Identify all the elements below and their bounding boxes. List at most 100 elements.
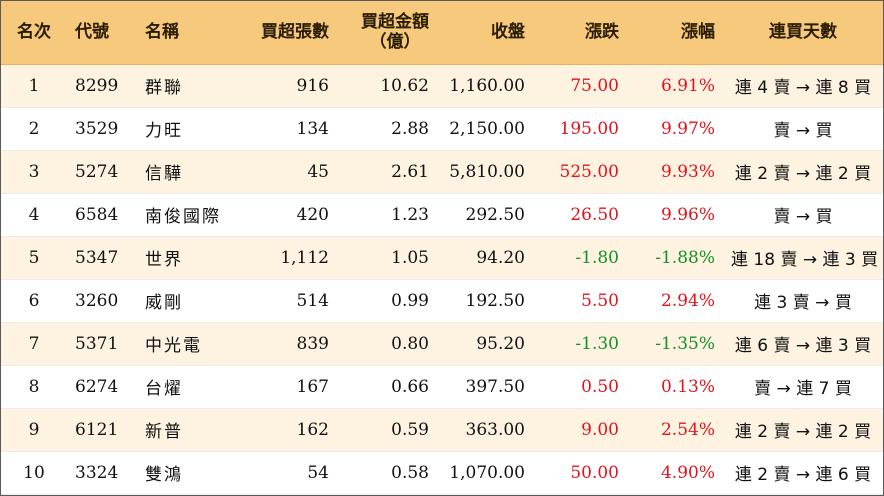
header-change: 漲跌 <box>533 1 627 65</box>
cell-amount: 2.61 <box>337 150 437 194</box>
cell-lots: 162 <box>247 408 337 452</box>
cell-pct: -1.35% <box>627 322 723 366</box>
cell-days: 連 2 賣 → 連 2 買 <box>723 408 883 452</box>
header-rank: 名次 <box>1 1 67 65</box>
cell-code: 3260 <box>67 279 137 323</box>
cell-code: 6584 <box>67 193 137 237</box>
header-amount-line1: 買超金額 <box>361 12 429 33</box>
header-days: 連買天數 <box>723 1 883 65</box>
table-row: 1 8299 群聯 916 10.62 1,160.00 75.00 6.91%… <box>1 64 883 108</box>
header-code: 代號 <box>67 1 137 65</box>
cell-close: 2,150.00 <box>437 107 533 151</box>
cell-pct: 2.54% <box>627 408 723 452</box>
header-amount: 買超金額 （億） <box>337 1 437 65</box>
cell-lots: 54 <box>247 451 337 495</box>
table-body: 1 8299 群聯 916 10.62 1,160.00 75.00 6.91%… <box>1 64 883 495</box>
cell-name: 南俊國際 <box>137 193 247 237</box>
table-header-row: 名次 代號 名稱 買超張數 買超金額 （億） 收盤 漲跌 漲幅 連買天數 <box>1 1 883 65</box>
cell-amount: 1.05 <box>337 236 437 280</box>
cell-lots: 45 <box>247 150 337 194</box>
cell-pct: -1.88% <box>627 236 723 280</box>
cell-rank: 1 <box>1 64 67 108</box>
cell-rank: 6 <box>1 279 67 323</box>
cell-name: 台燿 <box>137 365 247 409</box>
cell-pct: 4.90% <box>627 451 723 495</box>
cell-pct: 9.96% <box>627 193 723 237</box>
header-lots: 買超張數 <box>247 1 337 65</box>
cell-pct: 6.91% <box>627 64 723 108</box>
table-row: 5 5347 世界 1,112 1.05 94.20 -1.80 -1.88% … <box>1 236 883 280</box>
cell-days: 連 6 賣 → 連 3 買 <box>723 322 883 366</box>
cell-lots: 514 <box>247 279 337 323</box>
cell-rank: 5 <box>1 236 67 280</box>
cell-days: 連 2 賣 → 連 2 買 <box>723 150 883 194</box>
cell-amount: 1.23 <box>337 193 437 237</box>
cell-name: 雙鴻 <box>137 451 247 495</box>
cell-change: 5.50 <box>533 279 627 323</box>
table-row: 7 5371 中光電 839 0.80 95.20 -1.30 -1.35% 連… <box>1 322 883 366</box>
cell-code: 8299 <box>67 64 137 108</box>
table-row: 4 6584 南俊國際 420 1.23 292.50 26.50 9.96% … <box>1 193 883 237</box>
header-name: 名稱 <box>137 1 247 65</box>
cell-amount: 0.59 <box>337 408 437 452</box>
cell-lots: 420 <box>247 193 337 237</box>
table-row: 2 3529 力旺 134 2.88 2,150.00 195.00 9.97%… <box>1 107 883 151</box>
cell-code: 5347 <box>67 236 137 280</box>
cell-name: 世界 <box>137 236 247 280</box>
cell-close: 363.00 <box>437 408 533 452</box>
cell-pct: 0.13% <box>627 365 723 409</box>
cell-days: 連 4 賣 → 連 8 買 <box>723 64 883 108</box>
cell-change: 0.50 <box>533 365 627 409</box>
cell-rank: 8 <box>1 365 67 409</box>
cell-name: 新普 <box>137 408 247 452</box>
table-row: 10 3324 雙鴻 54 0.58 1,070.00 50.00 4.90% … <box>1 451 883 495</box>
cell-lots: 916 <box>247 64 337 108</box>
cell-days: 賣 → 連 7 買 <box>723 365 883 409</box>
cell-rank: 4 <box>1 193 67 237</box>
cell-pct: 9.93% <box>627 150 723 194</box>
cell-code: 6274 <box>67 365 137 409</box>
cell-change: 50.00 <box>533 451 627 495</box>
cell-pct: 2.94% <box>627 279 723 323</box>
cell-change: 9.00 <box>533 408 627 452</box>
cell-change: -1.80 <box>533 236 627 280</box>
cell-close: 292.50 <box>437 193 533 237</box>
cell-lots: 1,112 <box>247 236 337 280</box>
table-row: 6 3260 威剛 514 0.99 192.50 5.50 2.94% 連 3… <box>1 279 883 323</box>
cell-code: 5274 <box>67 150 137 194</box>
cell-code: 3529 <box>67 107 137 151</box>
cell-code: 3324 <box>67 451 137 495</box>
cell-close: 1,160.00 <box>437 64 533 108</box>
cell-change: -1.30 <box>533 322 627 366</box>
cell-amount: 10.62 <box>337 64 437 108</box>
table-row: 9 6121 新普 162 0.59 363.00 9.00 2.54% 連 2… <box>1 408 883 452</box>
cell-days: 連 2 賣 → 連 6 買 <box>723 451 883 495</box>
cell-rank: 3 <box>1 150 67 194</box>
cell-change: 26.50 <box>533 193 627 237</box>
cell-name: 威剛 <box>137 279 247 323</box>
cell-amount: 0.99 <box>337 279 437 323</box>
cell-code: 5371 <box>67 322 137 366</box>
cell-close: 1,070.00 <box>437 451 533 495</box>
cell-days: 賣 → 買 <box>723 107 883 151</box>
cell-change: 195.00 <box>533 107 627 151</box>
header-pct: 漲幅 <box>627 1 723 65</box>
cell-lots: 167 <box>247 365 337 409</box>
cell-rank: 2 <box>1 107 67 151</box>
cell-close: 192.50 <box>437 279 533 323</box>
cell-name: 力旺 <box>137 107 247 151</box>
cell-lots: 839 <box>247 322 337 366</box>
cell-close: 94.20 <box>437 236 533 280</box>
cell-change: 75.00 <box>533 64 627 108</box>
cell-name: 中光電 <box>137 322 247 366</box>
cell-amount: 0.58 <box>337 451 437 495</box>
cell-close: 5,810.00 <box>437 150 533 194</box>
cell-rank: 10 <box>1 451 67 495</box>
cell-days: 連 3 賣 → 買 <box>723 279 883 323</box>
cell-close: 95.20 <box>437 322 533 366</box>
cell-days: 賣 → 買 <box>723 193 883 237</box>
cell-rank: 7 <box>1 322 67 366</box>
table-row: 8 6274 台燿 167 0.66 397.50 0.50 0.13% 賣 →… <box>1 365 883 409</box>
